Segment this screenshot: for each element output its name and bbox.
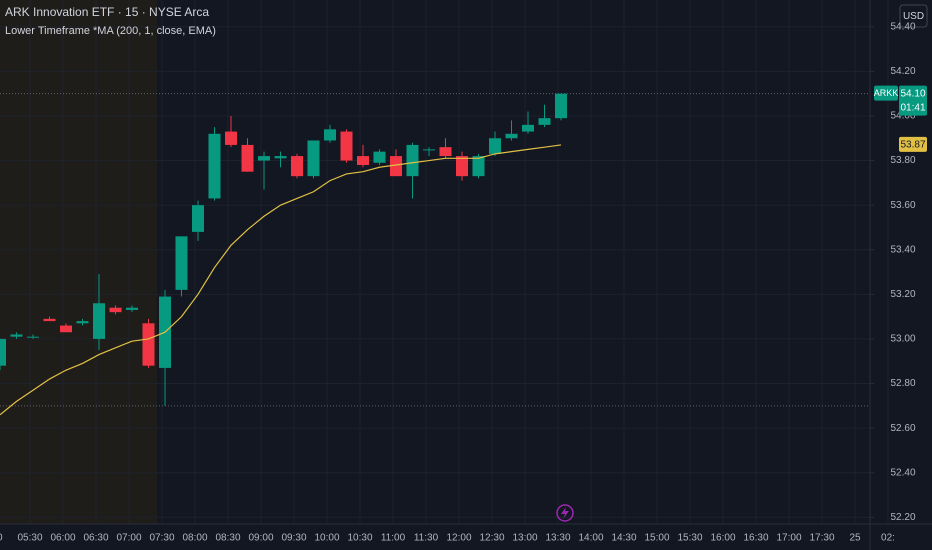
candle-body bbox=[241, 144, 254, 172]
last-price-badge bbox=[899, 85, 927, 116]
candle-body bbox=[406, 144, 419, 177]
candle-body bbox=[555, 93, 567, 119]
x-tick-label: 06:00 bbox=[50, 533, 75, 544]
candle-body bbox=[126, 307, 138, 310]
y-tick-label: 52.40 bbox=[890, 467, 915, 478]
candle-body bbox=[27, 336, 39, 338]
candle-body bbox=[324, 129, 336, 141]
last-price-label: 54.10 bbox=[900, 88, 925, 99]
x-tick-label: 17:30 bbox=[809, 533, 834, 544]
candle-body bbox=[505, 133, 518, 139]
candle-body bbox=[373, 151, 386, 163]
x-tick-label: 13:00 bbox=[512, 533, 537, 544]
countdown-label: 01:41 bbox=[900, 102, 925, 113]
x-tick-label: 11:30 bbox=[414, 533, 439, 544]
x-tick-label: 11:00 bbox=[381, 533, 406, 544]
candle-body bbox=[258, 156, 270, 161]
candle-body bbox=[225, 131, 237, 145]
candle-body bbox=[538, 118, 551, 125]
marks bbox=[0, 93, 567, 416]
x-tick-label: 00 bbox=[0, 533, 3, 544]
premarket-shade bbox=[0, 0, 157, 524]
x-tick-label: 09:30 bbox=[281, 533, 306, 544]
x-tick-label: 14:00 bbox=[578, 533, 603, 544]
candle-body bbox=[390, 156, 402, 177]
x-tick-label: 10:30 bbox=[347, 533, 372, 544]
y-tick-label: 53.60 bbox=[890, 200, 915, 211]
candle-body bbox=[175, 236, 188, 290]
y-tick-label: 54.40 bbox=[890, 21, 915, 32]
y-tick-label: 53.00 bbox=[890, 334, 915, 345]
candle-body bbox=[489, 138, 501, 154]
candle-body bbox=[60, 325, 72, 333]
currency-button[interactable] bbox=[899, 4, 928, 28]
x-tick-label: 12:30 bbox=[479, 533, 504, 544]
ema-badge bbox=[899, 136, 927, 152]
x-tick-label: 08:00 bbox=[182, 533, 207, 544]
y-tick-label: 52.20 bbox=[890, 512, 915, 523]
lightning-icon bbox=[556, 504, 574, 522]
chart-title: ARK Innovation ETF · 15 · NYSE Arca bbox=[5, 5, 209, 19]
ema-line bbox=[0, 144, 562, 416]
y-tick-label: 54.00 bbox=[890, 111, 915, 122]
candle-body bbox=[10, 334, 23, 337]
candle-body bbox=[274, 156, 287, 159]
y-tick-label: 52.80 bbox=[890, 378, 915, 389]
x-tick-label: 16:30 bbox=[743, 533, 768, 544]
x-tick-label: 15:30 bbox=[677, 533, 702, 544]
grid bbox=[0, 0, 889, 524]
chart-subtitle: Lower Timeframe *MA (200, 1, close, EMA) bbox=[5, 25, 216, 37]
x-tick-label: 10:00 bbox=[314, 533, 339, 544]
candle-body bbox=[192, 205, 204, 232]
candle-body bbox=[522, 124, 534, 132]
candle-body bbox=[142, 323, 155, 366]
candle-body bbox=[423, 149, 435, 151]
candle-body bbox=[456, 156, 468, 177]
x-tick-label: 17:00 bbox=[776, 533, 801, 544]
x-tick-label: 07:00 bbox=[116, 533, 141, 544]
y-tick-label: 53.20 bbox=[890, 289, 915, 300]
x-tick-label: 14:30 bbox=[611, 533, 636, 544]
currency-label[interactable]: USD bbox=[903, 11, 924, 22]
candle-body bbox=[472, 156, 485, 177]
candle-body bbox=[76, 321, 89, 324]
x-tick-label: 05:30 bbox=[17, 533, 42, 544]
candle-body bbox=[208, 133, 221, 199]
candle-body bbox=[439, 147, 452, 157]
x-tick-label: 13:30 bbox=[545, 533, 570, 544]
y-tick-label: 54.20 bbox=[890, 66, 915, 77]
candle-body bbox=[340, 131, 353, 161]
candle-body bbox=[93, 303, 105, 339]
x-tick-label: 25 bbox=[849, 533, 861, 544]
x-tick-label: 16:00 bbox=[710, 533, 735, 544]
x-tick-label: 12:00 bbox=[446, 533, 471, 544]
ema-badge-label: 53.87 bbox=[900, 140, 925, 151]
symbol-badge bbox=[874, 85, 898, 101]
candle-body bbox=[357, 156, 369, 166]
y-tick-label: 53.40 bbox=[890, 244, 915, 255]
candle-body bbox=[109, 307, 122, 313]
candle-body bbox=[0, 338, 6, 366]
x-tick-label: 07:30 bbox=[149, 533, 174, 544]
x-tick-label: 06:30 bbox=[83, 533, 108, 544]
x-tick-label: 15:00 bbox=[644, 533, 669, 544]
x-tick-label: 09:00 bbox=[248, 533, 273, 544]
y-tick-label: 52.60 bbox=[890, 423, 915, 434]
x-tick-label: 08:30 bbox=[215, 533, 240, 544]
y-tick-label: 53.80 bbox=[890, 155, 915, 166]
symbol-label: ARKK bbox=[874, 88, 899, 98]
candle-body bbox=[307, 140, 320, 177]
candle-body bbox=[43, 318, 56, 322]
candle-body bbox=[291, 156, 303, 177]
x-tick-label: 02: bbox=[881, 533, 895, 544]
